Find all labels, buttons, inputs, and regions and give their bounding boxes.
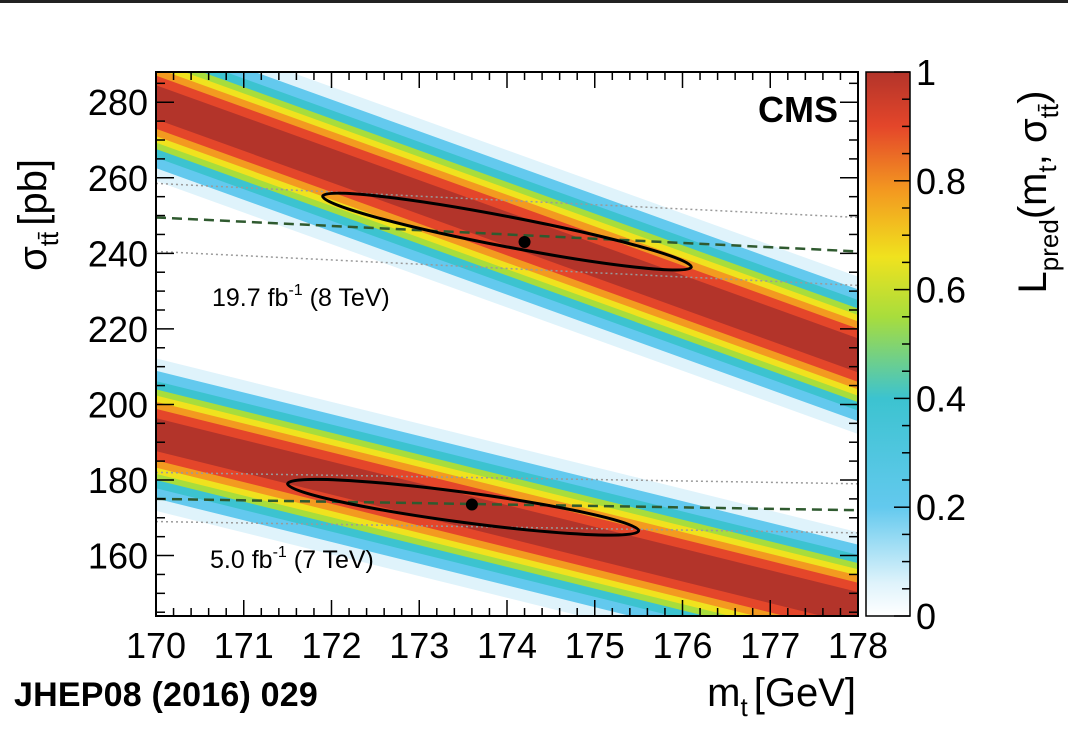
y-tick-label: 180 bbox=[88, 460, 148, 501]
experiment-label: CMS bbox=[758, 89, 838, 130]
colorbar-tick-label: 0.4 bbox=[916, 378, 966, 419]
y-tick-label: 240 bbox=[88, 233, 148, 274]
colorbar-tick-label: 0.8 bbox=[916, 161, 966, 202]
x-axis-title: mt [GeV] bbox=[707, 671, 856, 722]
x-tick-label: 178 bbox=[828, 625, 888, 666]
y-axis-title: σtt̄[pb] bbox=[11, 159, 64, 271]
colorbar-title: Lpred(mt, σtt̄) bbox=[1011, 91, 1064, 294]
reference-lines bbox=[156, 182, 858, 537]
best-fit-point bbox=[465, 498, 478, 511]
y-tick-label: 220 bbox=[88, 309, 148, 350]
citation: JHEP08 (2016) 029 bbox=[14, 676, 318, 714]
x-tick-label: 170 bbox=[126, 625, 186, 666]
contour-ellipse bbox=[286, 477, 641, 537]
x-tick-label: 171 bbox=[214, 625, 274, 666]
band-label-8tev: 19.7 fb-1 (8 TeV) bbox=[212, 282, 390, 312]
top-rule bbox=[0, 0, 1068, 3]
x-tick-label: 175 bbox=[565, 625, 625, 666]
measured-cross-section-line bbox=[156, 216, 858, 253]
sigma-uncertainty-line bbox=[156, 471, 858, 485]
colorbar-tick-label: 0.6 bbox=[916, 270, 966, 311]
y-tick-label: 200 bbox=[88, 384, 148, 425]
best-fit-point bbox=[518, 236, 531, 248]
band-1-stripe bbox=[156, 418, 858, 616]
y-tick-label: 160 bbox=[88, 536, 148, 577]
band-label-7tev: 5.0 fb-1 (7 TeV) bbox=[210, 544, 374, 574]
x-tick-label: 173 bbox=[389, 625, 449, 666]
x-tick-label: 176 bbox=[652, 625, 712, 666]
svg-text:σtt̄[pb]: σtt̄[pb] bbox=[11, 159, 64, 271]
sigma-uncertainty-line bbox=[156, 250, 858, 287]
x-tick-label: 174 bbox=[477, 625, 537, 666]
sigma-uncertainty-line bbox=[156, 182, 858, 219]
y-tick-label: 260 bbox=[88, 158, 148, 199]
y-axis: 160 180 200 220 240 260 280 bbox=[88, 82, 858, 613]
colorbar-tick-label: 0 bbox=[916, 596, 936, 637]
colorbar-axis: 0 0.2 0.4 0.6 0.8 1 bbox=[894, 52, 966, 637]
measured-cross-section-line bbox=[156, 497, 858, 512]
x-axis: 170 171 172 173 174 175 176 177 178 bbox=[126, 72, 888, 666]
heatmap-bands bbox=[156, 72, 858, 616]
y-tick-label: 280 bbox=[88, 82, 148, 123]
x-tick-label: 177 bbox=[740, 625, 800, 666]
colorbar-tick-label: 1 bbox=[916, 52, 936, 93]
colorbar-tick-label: 0.2 bbox=[916, 487, 966, 528]
contour-ellipse bbox=[321, 191, 693, 272]
x-tick-label: 172 bbox=[301, 625, 361, 666]
band-0-stripe bbox=[156, 85, 858, 373]
svg-text:Lpred(mt, σtt̄): Lpred(mt, σtt̄) bbox=[1011, 91, 1064, 294]
